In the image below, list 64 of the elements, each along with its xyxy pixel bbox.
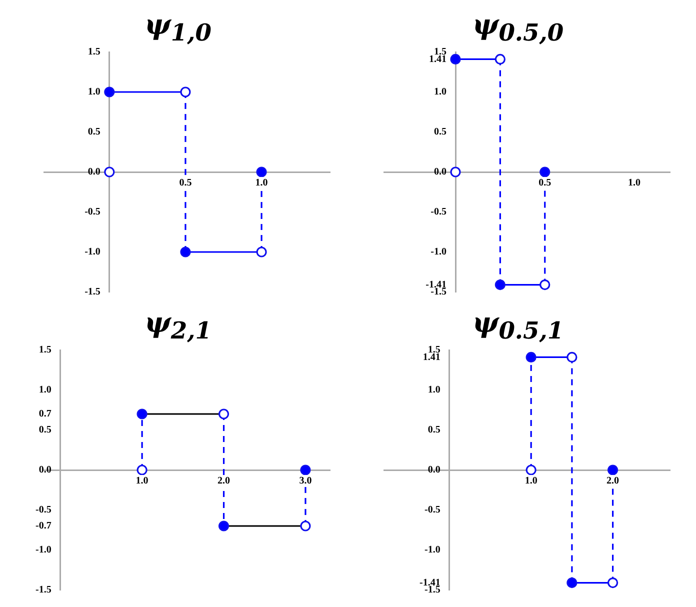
point <box>608 464 618 476</box>
y-tick-label: -0.5 <box>424 504 440 516</box>
y-tick-label: -1.0 <box>430 246 446 258</box>
chart-title: ψ$_{2,1}$ <box>144 306 212 345</box>
y-tick-label: 1.0 <box>434 86 446 98</box>
x-tick-label: 1.0 <box>136 476 148 487</box>
point <box>256 246 267 258</box>
x-tick-label: 1.0 <box>524 476 538 487</box>
x-tick-label: 3.0 <box>299 476 312 487</box>
point <box>300 464 311 476</box>
y-tick-label: 0.5 <box>38 424 52 436</box>
point <box>450 166 461 178</box>
point <box>526 464 536 476</box>
y-tick-label: -1.5 <box>84 286 100 298</box>
y-tick-label: 0.0 <box>434 166 446 178</box>
y-tick-label: -1.0 <box>36 544 52 556</box>
y-tick-label: 1.0 <box>38 384 52 396</box>
y-tick-label: -0.5 <box>430 206 446 218</box>
point <box>300 520 311 532</box>
y-tick-label: 0.0 <box>38 464 52 476</box>
point <box>180 86 191 98</box>
y-tick-label: -1.0 <box>424 544 440 556</box>
point <box>526 352 536 362</box>
x-tick-label: 2.0 <box>218 476 230 487</box>
y-tick-label: -1.5 <box>36 584 52 596</box>
point <box>494 280 506 290</box>
y-tick-label: 0.0 <box>428 464 440 476</box>
chart-title: ψ$_{1,0}$ <box>144 8 212 47</box>
x-tick-label: 0.5 <box>538 178 552 189</box>
y-tick-label: 1.5 <box>88 46 100 58</box>
point <box>608 578 618 588</box>
x-tick-label: 1.0 <box>255 178 268 189</box>
x-tick-label: 2.0 <box>606 476 620 487</box>
point <box>180 246 191 258</box>
point <box>566 578 578 588</box>
point <box>256 166 267 178</box>
point <box>218 520 230 532</box>
y-tick-label: 0.0 <box>88 166 100 178</box>
point <box>136 408 148 420</box>
point <box>104 86 115 98</box>
point <box>450 54 461 64</box>
y-tick-label: -0.5 <box>84 206 100 218</box>
point <box>540 280 550 290</box>
point <box>136 464 148 476</box>
y-tick-label: -1.5 <box>430 286 446 298</box>
y-tick-label: 1.0 <box>428 384 440 396</box>
point <box>540 166 550 178</box>
y-tick-label: 0.5 <box>428 424 440 436</box>
y-tick-label: -0.5 <box>36 504 52 516</box>
y-tick-label: -0.7 <box>36 520 52 532</box>
chart-title: ψ$_{0.5,1}$ <box>471 306 565 345</box>
point <box>494 54 506 64</box>
y-tick-label: 0.5 <box>88 126 100 138</box>
y-tick-label: 1.0 <box>88 86 100 98</box>
y-tick-label: 1.5 <box>38 344 52 356</box>
chart-title: ψ$_{0.5,0}$ <box>471 8 565 47</box>
x-tick-label: 1.0 <box>628 178 640 189</box>
x-tick-label: 0.5 <box>179 178 192 189</box>
y-tick-label: 0.7 <box>38 408 52 420</box>
y-tick-label: -1.0 <box>84 246 100 258</box>
point <box>104 166 115 178</box>
y-tick-label: 0.5 <box>434 126 446 138</box>
point <box>218 408 230 420</box>
point <box>566 352 578 362</box>
